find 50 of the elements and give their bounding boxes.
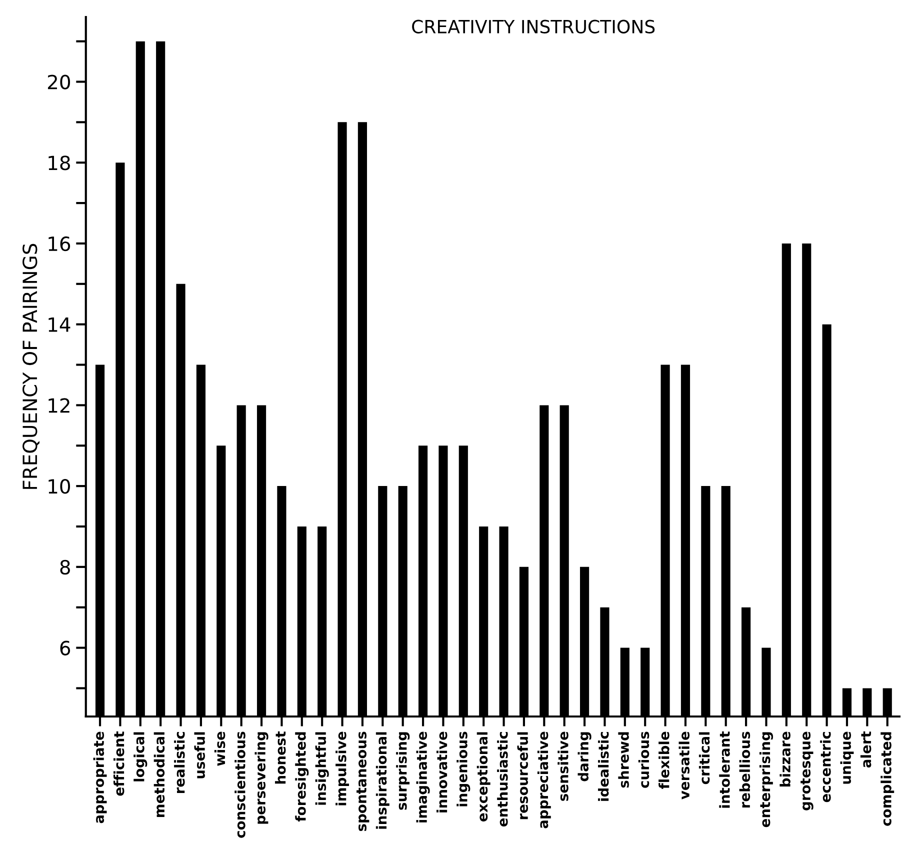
x-tick-label: bizzare [780,732,790,786]
x-tick-label: curious [638,732,650,788]
x-tick-label: appreciative [537,732,551,828]
x-tick-label: grotesque [800,732,814,810]
x-tick-label: sensitive [558,732,568,801]
x-tick-label: ingenious [456,732,470,806]
x-tick-label: idealistic [598,732,609,801]
x-tick-label: logical [134,732,148,782]
x-tick-label: efficient [113,731,124,796]
x-tick-label: impulsive [336,732,349,806]
y-axis-title: FREQUENCY OF PAIRINGS [22,244,40,489]
y-tick-label: 10 [48,479,70,494]
x-tick-label: wise [214,732,226,766]
x-tick-label: critical [698,732,710,784]
x-tick-label: insightful [315,732,329,805]
y-tick-label: 18 [48,156,70,170]
x-tick-label: persevering [254,732,268,824]
y-tick-label: 6 [60,640,70,656]
x-tick-label: foresighted [295,732,309,822]
x-tick-label: appropriate [93,732,107,824]
x-tick-label: complicated [880,732,894,826]
x-tick-label: eccentric [820,732,831,802]
x-tick-label: useful [194,732,205,778]
x-tick-label: intolerant [719,731,730,808]
x-tick-label: shrewd [618,732,629,788]
chart-title: CREATIVITY INSTRUCTIONS [412,20,655,34]
x-tick-label: conscientious [234,732,246,838]
x-tick-label: realistic [174,732,185,793]
x-tick-label: enterprising [759,732,774,828]
y-tick-label: 16 [48,236,70,252]
x-tick-label: honest [274,731,286,784]
x-tick-label: alert [860,731,872,768]
x-tick-label: surprising [396,732,410,810]
x-tick-label: resourceful [517,732,528,820]
y-tick-label: 8 [60,560,70,575]
x-tick-label: inspirational [376,732,390,829]
x-tick-label: daring [578,732,592,782]
x-tick-label: rebellious [739,732,750,808]
x-tick-label: versatile [678,732,690,800]
x-tick-label: innovative [436,732,448,812]
x-tick-label: flexible [658,732,670,789]
x-tick-label: enthusiastic [497,732,508,827]
x-tick-label: exceptional [476,732,490,822]
x-tick-label: imaginative [416,732,430,822]
x-tick-label: methodical [154,732,165,817]
y-tick-label: 12 [48,398,70,413]
y-tick-label: 20 [48,74,70,90]
y-tick-label: 14 [48,318,70,332]
x-tick-label: unique [840,732,854,784]
x-tick-label: spontaneous [356,732,370,832]
